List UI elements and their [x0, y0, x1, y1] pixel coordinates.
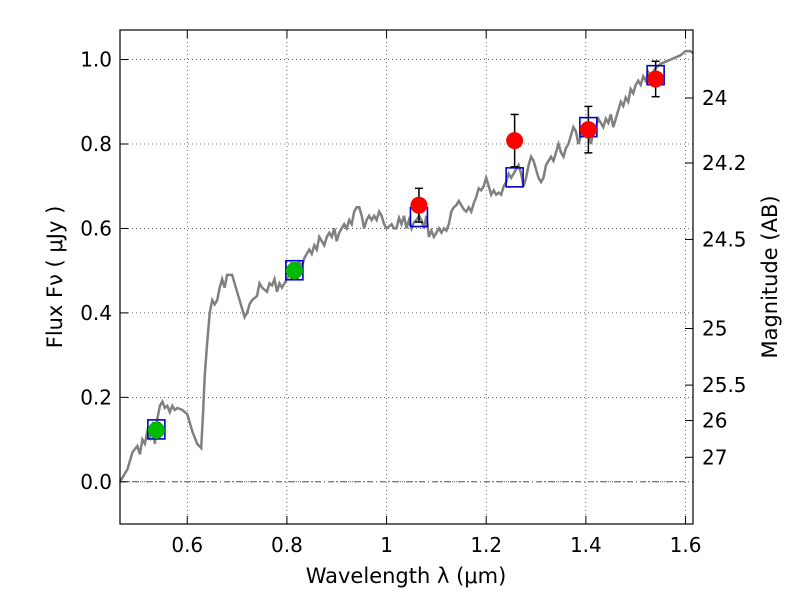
- y-tick-label: 0.0: [80, 470, 112, 494]
- y-tick-labels: 0.0 0.2 0.4 0.6 0.8 1.0: [80, 48, 112, 494]
- model-box: [285, 259, 304, 281]
- model-box: [505, 167, 524, 188]
- right-axis-label: Magnitude (AB): [758, 195, 782, 358]
- y-tick-label: 1.0: [80, 48, 112, 72]
- nir-point: [506, 132, 524, 150]
- model-box: [147, 419, 166, 440]
- magnitude-tick-label: 24.2: [702, 151, 747, 175]
- grid-lines: [120, 30, 693, 524]
- x-tick-label: 1.2: [470, 533, 502, 557]
- optical-point: [147, 421, 165, 439]
- nir-point: [410, 196, 428, 214]
- axis-ticks: [120, 30, 693, 524]
- x-axis-label: Wavelength λ (μm): [306, 564, 507, 588]
- magnitude-tick-labels: 24 24.2 24.5 25 25.5 26 27: [702, 86, 747, 469]
- x-tick-label: 0.8: [271, 533, 303, 557]
- nir-point: [579, 121, 597, 139]
- y-axis-label: Flux Fν ( μJy ): [43, 206, 67, 349]
- magnitude-tick-label: 26: [702, 409, 727, 433]
- spectrum-line: [118, 49, 694, 483]
- optical-point: [285, 262, 303, 280]
- magnitude-tick-label: 25: [702, 317, 727, 341]
- y-tick-label: 0.4: [80, 301, 112, 325]
- y-tick-label: 0.6: [80, 216, 112, 240]
- x-tick-label: 0.6: [171, 533, 203, 557]
- x-tick-label: 1.6: [670, 533, 702, 557]
- y-tick-label: 0.8: [80, 132, 112, 156]
- magnitude-tick-label: 24: [702, 86, 727, 110]
- magnitude-tick-label: 25.5: [702, 373, 747, 397]
- model-boxes: [147, 64, 665, 440]
- magnitude-tick-label: 27: [702, 445, 727, 469]
- plot-frame: [119, 29, 694, 525]
- y-tick-label: 0.2: [80, 385, 112, 409]
- nir-point: [647, 70, 665, 88]
- magnitude-tick-label: 24.5: [702, 227, 747, 251]
- x-tick-label: 1: [380, 533, 393, 557]
- x-tick-labels: 0.6 0.8 1 1.2 1.4 1.6: [171, 533, 701, 557]
- measured-points: [147, 70, 665, 439]
- x-tick-label: 1.4: [570, 533, 602, 557]
